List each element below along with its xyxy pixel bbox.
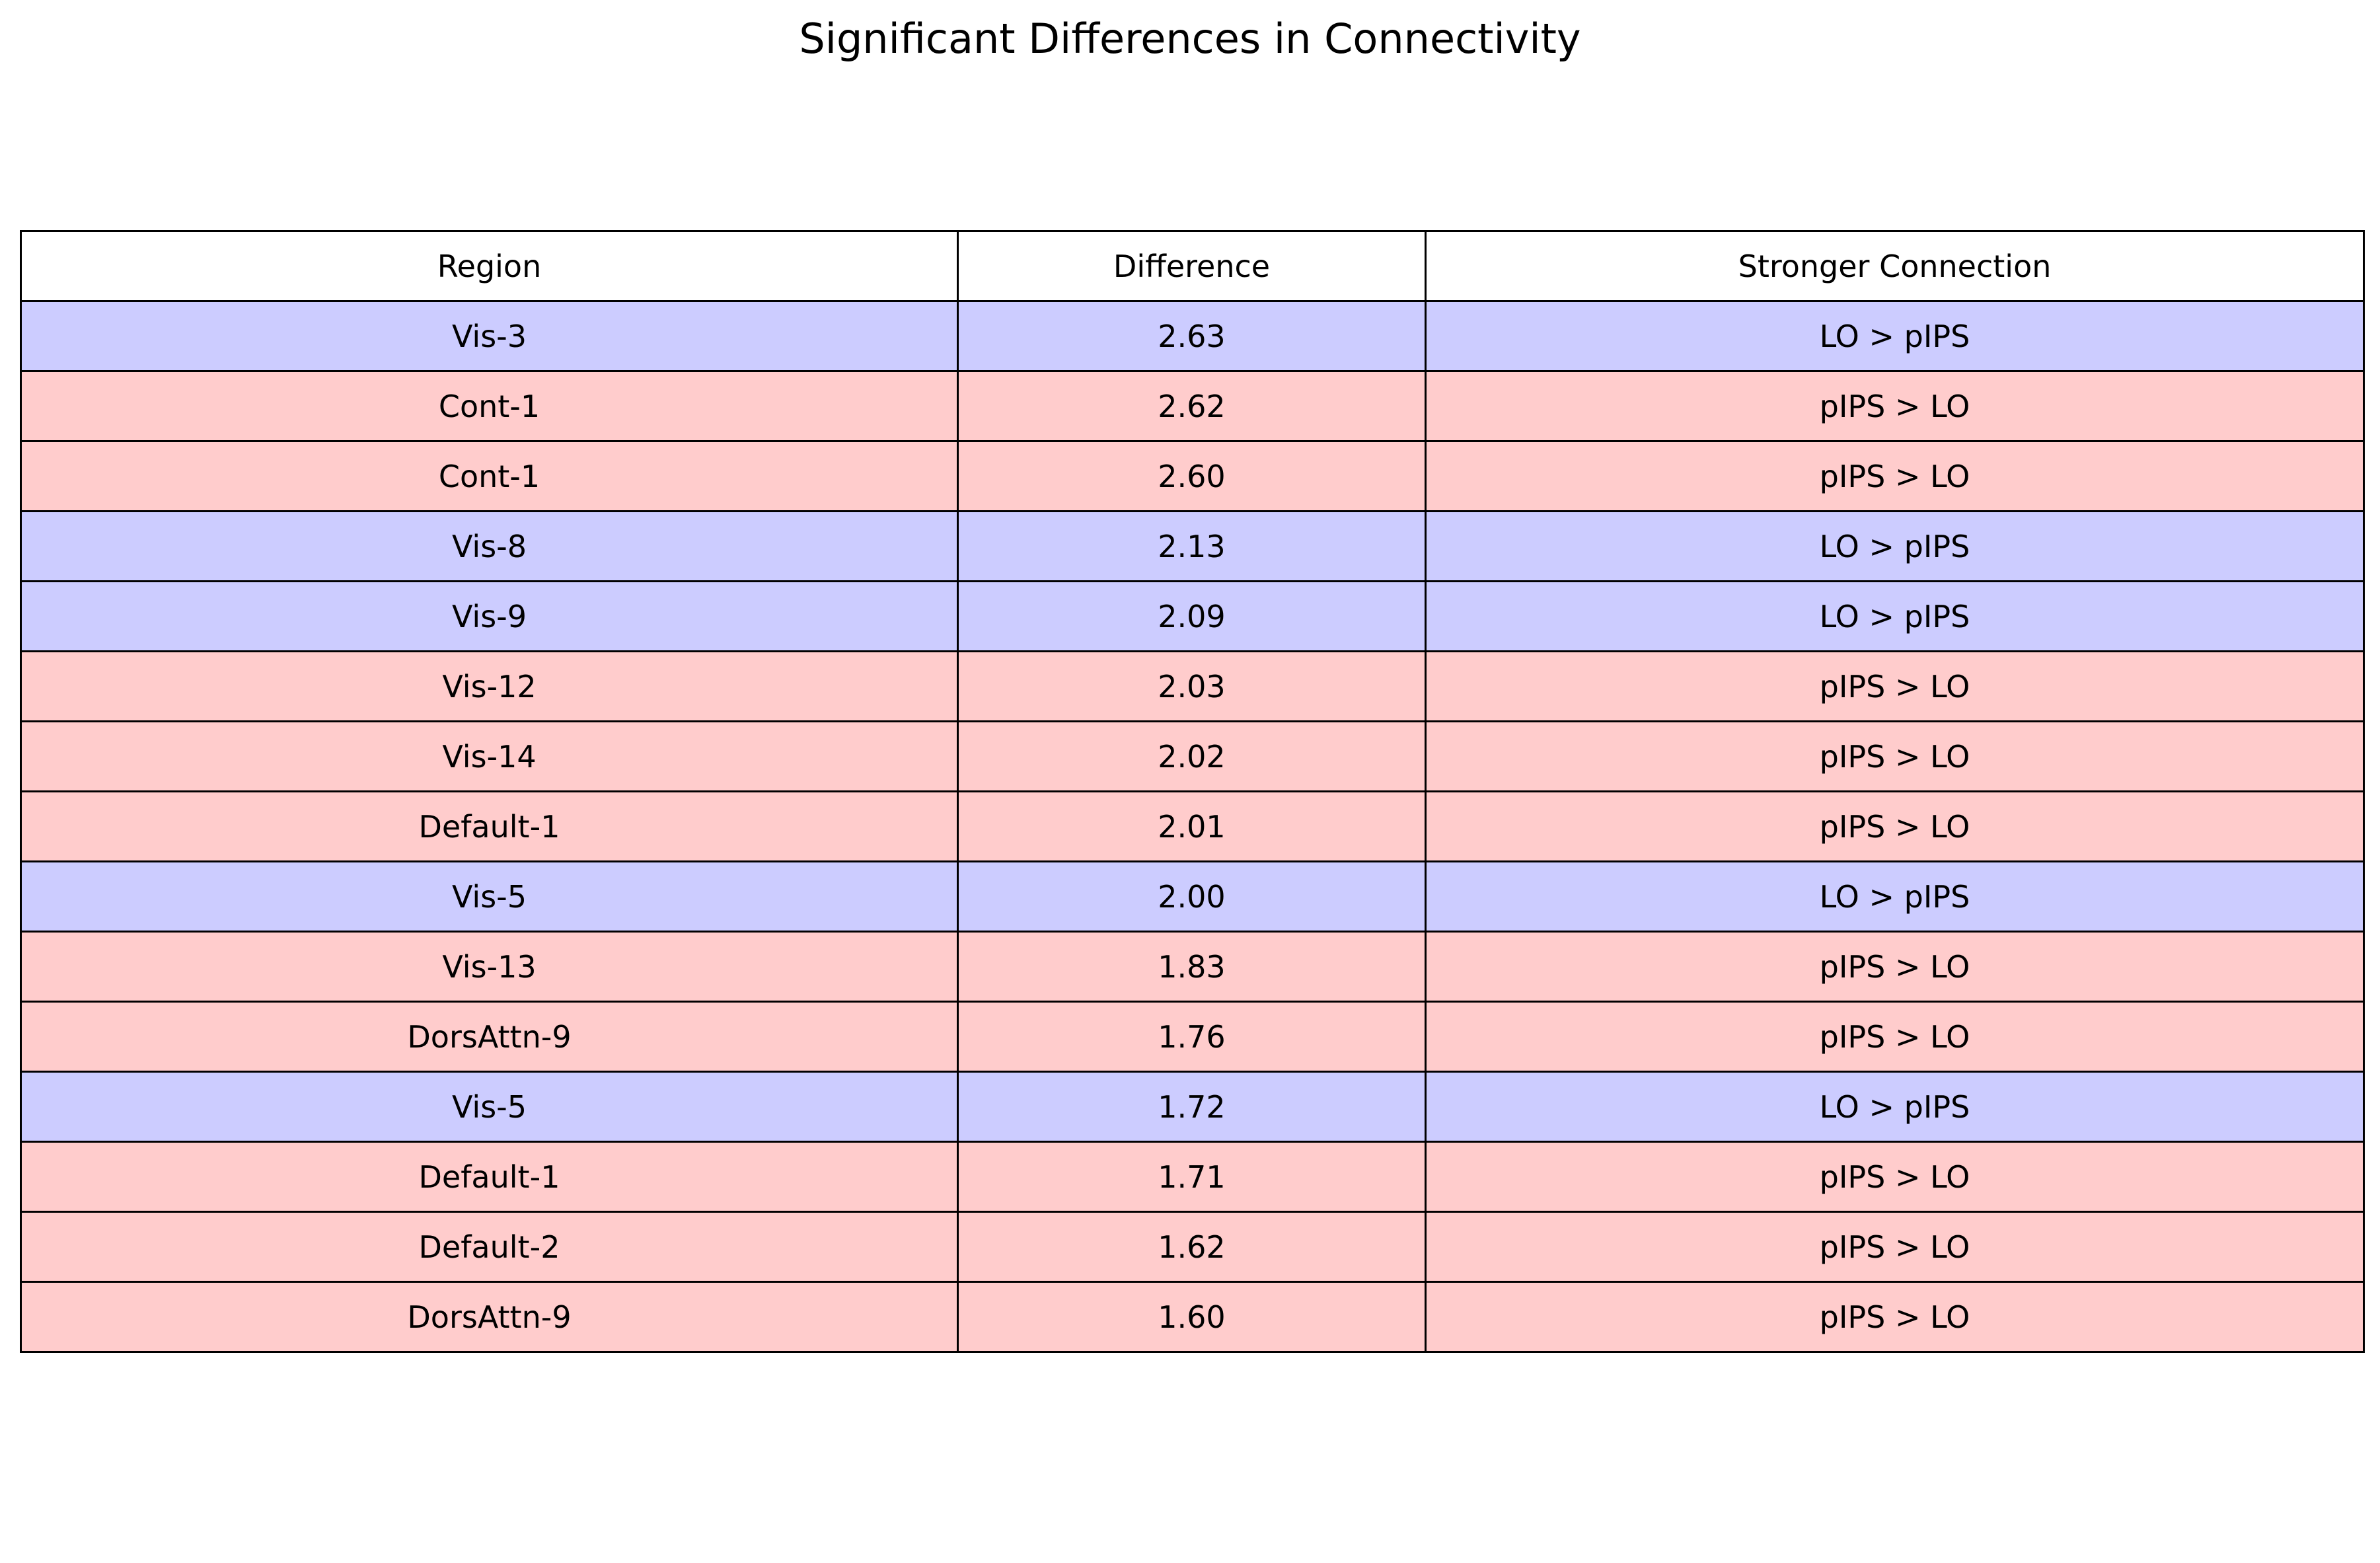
column-header-difference: Difference bbox=[957, 230, 1427, 302]
stronger-connection-cell: pIPS > LO bbox=[1425, 1001, 2365, 1073]
region-cell: Vis-14 bbox=[20, 720, 959, 792]
difference-cell: 2.60 bbox=[957, 440, 1427, 512]
difference-cell: 1.72 bbox=[957, 1071, 1427, 1143]
region-cell: Default-1 bbox=[20, 790, 959, 862]
stronger-connection-cell: pIPS > LO bbox=[1425, 650, 2365, 722]
table-row: Cont-1 2.60 pIPS > LO bbox=[20, 440, 2365, 512]
stronger-connection-cell: pIPS > LO bbox=[1425, 1141, 2365, 1213]
stronger-connection-cell: LO > pIPS bbox=[1425, 860, 2365, 933]
table-row: Vis-13 1.83 pIPS > LO bbox=[20, 931, 2365, 1003]
difference-cell: 1.60 bbox=[957, 1281, 1427, 1353]
table-row: Vis-12 2.03 pIPS > LO bbox=[20, 650, 2365, 722]
column-header-region: Region bbox=[20, 230, 959, 302]
region-cell: Vis-5 bbox=[20, 860, 959, 933]
table-body: Vis-3 2.63 LO > pIPS Cont-1 2.62 pIPS > LO Con… bbox=[20, 300, 2365, 1353]
region-cell: Vis-12 bbox=[20, 650, 959, 722]
region-cell: Default-2 bbox=[20, 1211, 959, 1283]
difference-cell: 2.01 bbox=[957, 790, 1427, 862]
region-cell: Vis-9 bbox=[20, 580, 959, 652]
stronger-connection-cell: LO > pIPS bbox=[1425, 580, 2365, 652]
region-cell: Vis-3 bbox=[20, 300, 959, 372]
stronger-connection-cell: pIPS > LO bbox=[1425, 720, 2365, 792]
region-cell: Default-1 bbox=[20, 1141, 959, 1213]
table-row: Vis-9 2.09 LO > pIPS bbox=[20, 580, 2365, 652]
stronger-connection-cell: pIPS > LO bbox=[1425, 440, 2365, 512]
region-cell: Vis-5 bbox=[20, 1071, 959, 1143]
table-row: Vis-14 2.02 pIPS > LO bbox=[20, 720, 2365, 792]
region-cell: Vis-13 bbox=[20, 931, 959, 1003]
region-cell: Cont-1 bbox=[20, 370, 959, 442]
region-cell: Vis-8 bbox=[20, 510, 959, 582]
stronger-connection-cell: LO > pIPS bbox=[1425, 1071, 2365, 1143]
table-row: Vis-5 2.00 LO > pIPS bbox=[20, 860, 2365, 933]
difference-cell: 2.02 bbox=[957, 720, 1427, 792]
difference-cell: 1.62 bbox=[957, 1211, 1427, 1283]
region-cell: Cont-1 bbox=[20, 440, 959, 512]
table-row: Cont-1 2.62 pIPS > LO bbox=[20, 370, 2365, 442]
difference-cell: 1.71 bbox=[957, 1141, 1427, 1213]
stronger-connection-cell: LO > pIPS bbox=[1425, 510, 2365, 582]
difference-cell: 2.13 bbox=[957, 510, 1427, 582]
connectivity-table: Region Difference Stronger Connection Vi… bbox=[20, 230, 2365, 1353]
table-row: Vis-3 2.63 LO > pIPS bbox=[20, 300, 2365, 372]
difference-cell: 2.09 bbox=[957, 580, 1427, 652]
stronger-connection-cell: pIPS > LO bbox=[1425, 1211, 2365, 1283]
table-row: DorsAttn-9 1.60 pIPS > LO bbox=[20, 1281, 2365, 1353]
difference-cell: 2.03 bbox=[957, 650, 1427, 722]
header-row: Region Difference Stronger Connection bbox=[20, 230, 2365, 302]
difference-cell: 1.76 bbox=[957, 1001, 1427, 1073]
stronger-connection-cell: pIPS > LO bbox=[1425, 931, 2365, 1003]
table-row: Default-2 1.62 pIPS > LO bbox=[20, 1211, 2365, 1283]
stronger-connection-cell: pIPS > LO bbox=[1425, 370, 2365, 442]
table-row: Default-1 1.71 pIPS > LO bbox=[20, 1141, 2365, 1213]
table-row: Vis-5 1.72 LO > pIPS bbox=[20, 1071, 2365, 1143]
region-cell: DorsAttn-9 bbox=[20, 1001, 959, 1073]
column-header-stronger-connection: Stronger Connection bbox=[1425, 230, 2365, 302]
table-row: DorsAttn-9 1.76 pIPS > LO bbox=[20, 1001, 2365, 1073]
difference-cell: 2.62 bbox=[957, 370, 1427, 442]
difference-cell: 1.83 bbox=[957, 931, 1427, 1003]
table-row: Vis-8 2.13 LO > pIPS bbox=[20, 510, 2365, 582]
stronger-connection-cell: pIPS > LO bbox=[1425, 1281, 2365, 1353]
region-cell: DorsAttn-9 bbox=[20, 1281, 959, 1353]
stronger-connection-cell: LO > pIPS bbox=[1425, 300, 2365, 372]
chart-title: Significant Differences in Connectivity bbox=[799, 15, 1581, 63]
table-row: Default-1 2.01 pIPS > LO bbox=[20, 790, 2365, 862]
stronger-connection-cell: pIPS > LO bbox=[1425, 790, 2365, 862]
connectivity-table-container: Region Difference Stronger Connection Vi… bbox=[20, 230, 2365, 1353]
difference-cell: 2.63 bbox=[957, 300, 1427, 372]
difference-cell: 2.00 bbox=[957, 860, 1427, 933]
